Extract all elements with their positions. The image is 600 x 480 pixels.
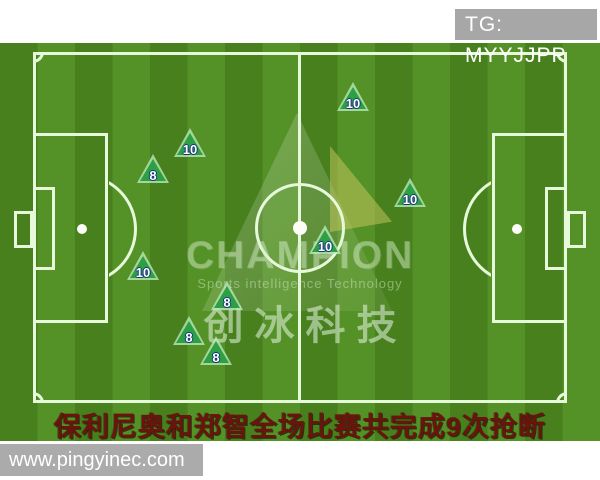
website-label: www.pingyinec.com	[0, 444, 203, 476]
marker-player-number: 10	[135, 265, 151, 280]
interception-marker: 8	[211, 281, 243, 310]
interception-marker: 8	[200, 336, 232, 365]
center-circle	[255, 183, 345, 273]
tg-badge: TG: MYYJJPP	[455, 9, 597, 67]
center-spot	[293, 221, 307, 235]
match-stat-caption: 保利尼奥和郑智全场比赛共完成9次抢断	[53, 412, 546, 442]
interception-marker: 8	[173, 316, 205, 345]
penalty-spot-right	[512, 224, 522, 234]
marker-player-number: 8	[212, 350, 220, 365]
interception-marker: 10	[337, 82, 369, 111]
interception-marker: 8	[137, 154, 169, 183]
goal-area-right	[545, 187, 567, 270]
interception-marker: 10	[127, 251, 159, 280]
marker-player-number: 10	[182, 142, 198, 157]
marker-player-number: 8	[149, 168, 157, 183]
corner-arc-bottom-right	[556, 392, 567, 403]
corner-arc-top-right	[556, 52, 567, 63]
marker-player-number: 8	[223, 295, 231, 310]
penalty-spot-left	[77, 224, 87, 234]
goal-area-left	[33, 187, 55, 270]
goal-left	[14, 211, 33, 248]
goal-right	[567, 211, 586, 248]
marker-player-number: 10	[317, 239, 333, 254]
interception-marker: 10	[309, 225, 341, 254]
corner-arc-bottom-left	[33, 392, 44, 403]
marker-player-number: 10	[402, 192, 418, 207]
corner-arc-top-left	[33, 52, 44, 63]
marker-player-number: 8	[185, 330, 193, 345]
interception-marker: 10	[174, 128, 206, 157]
marker-player-number: 10	[345, 96, 361, 111]
interception-marker: 10	[394, 178, 426, 207]
